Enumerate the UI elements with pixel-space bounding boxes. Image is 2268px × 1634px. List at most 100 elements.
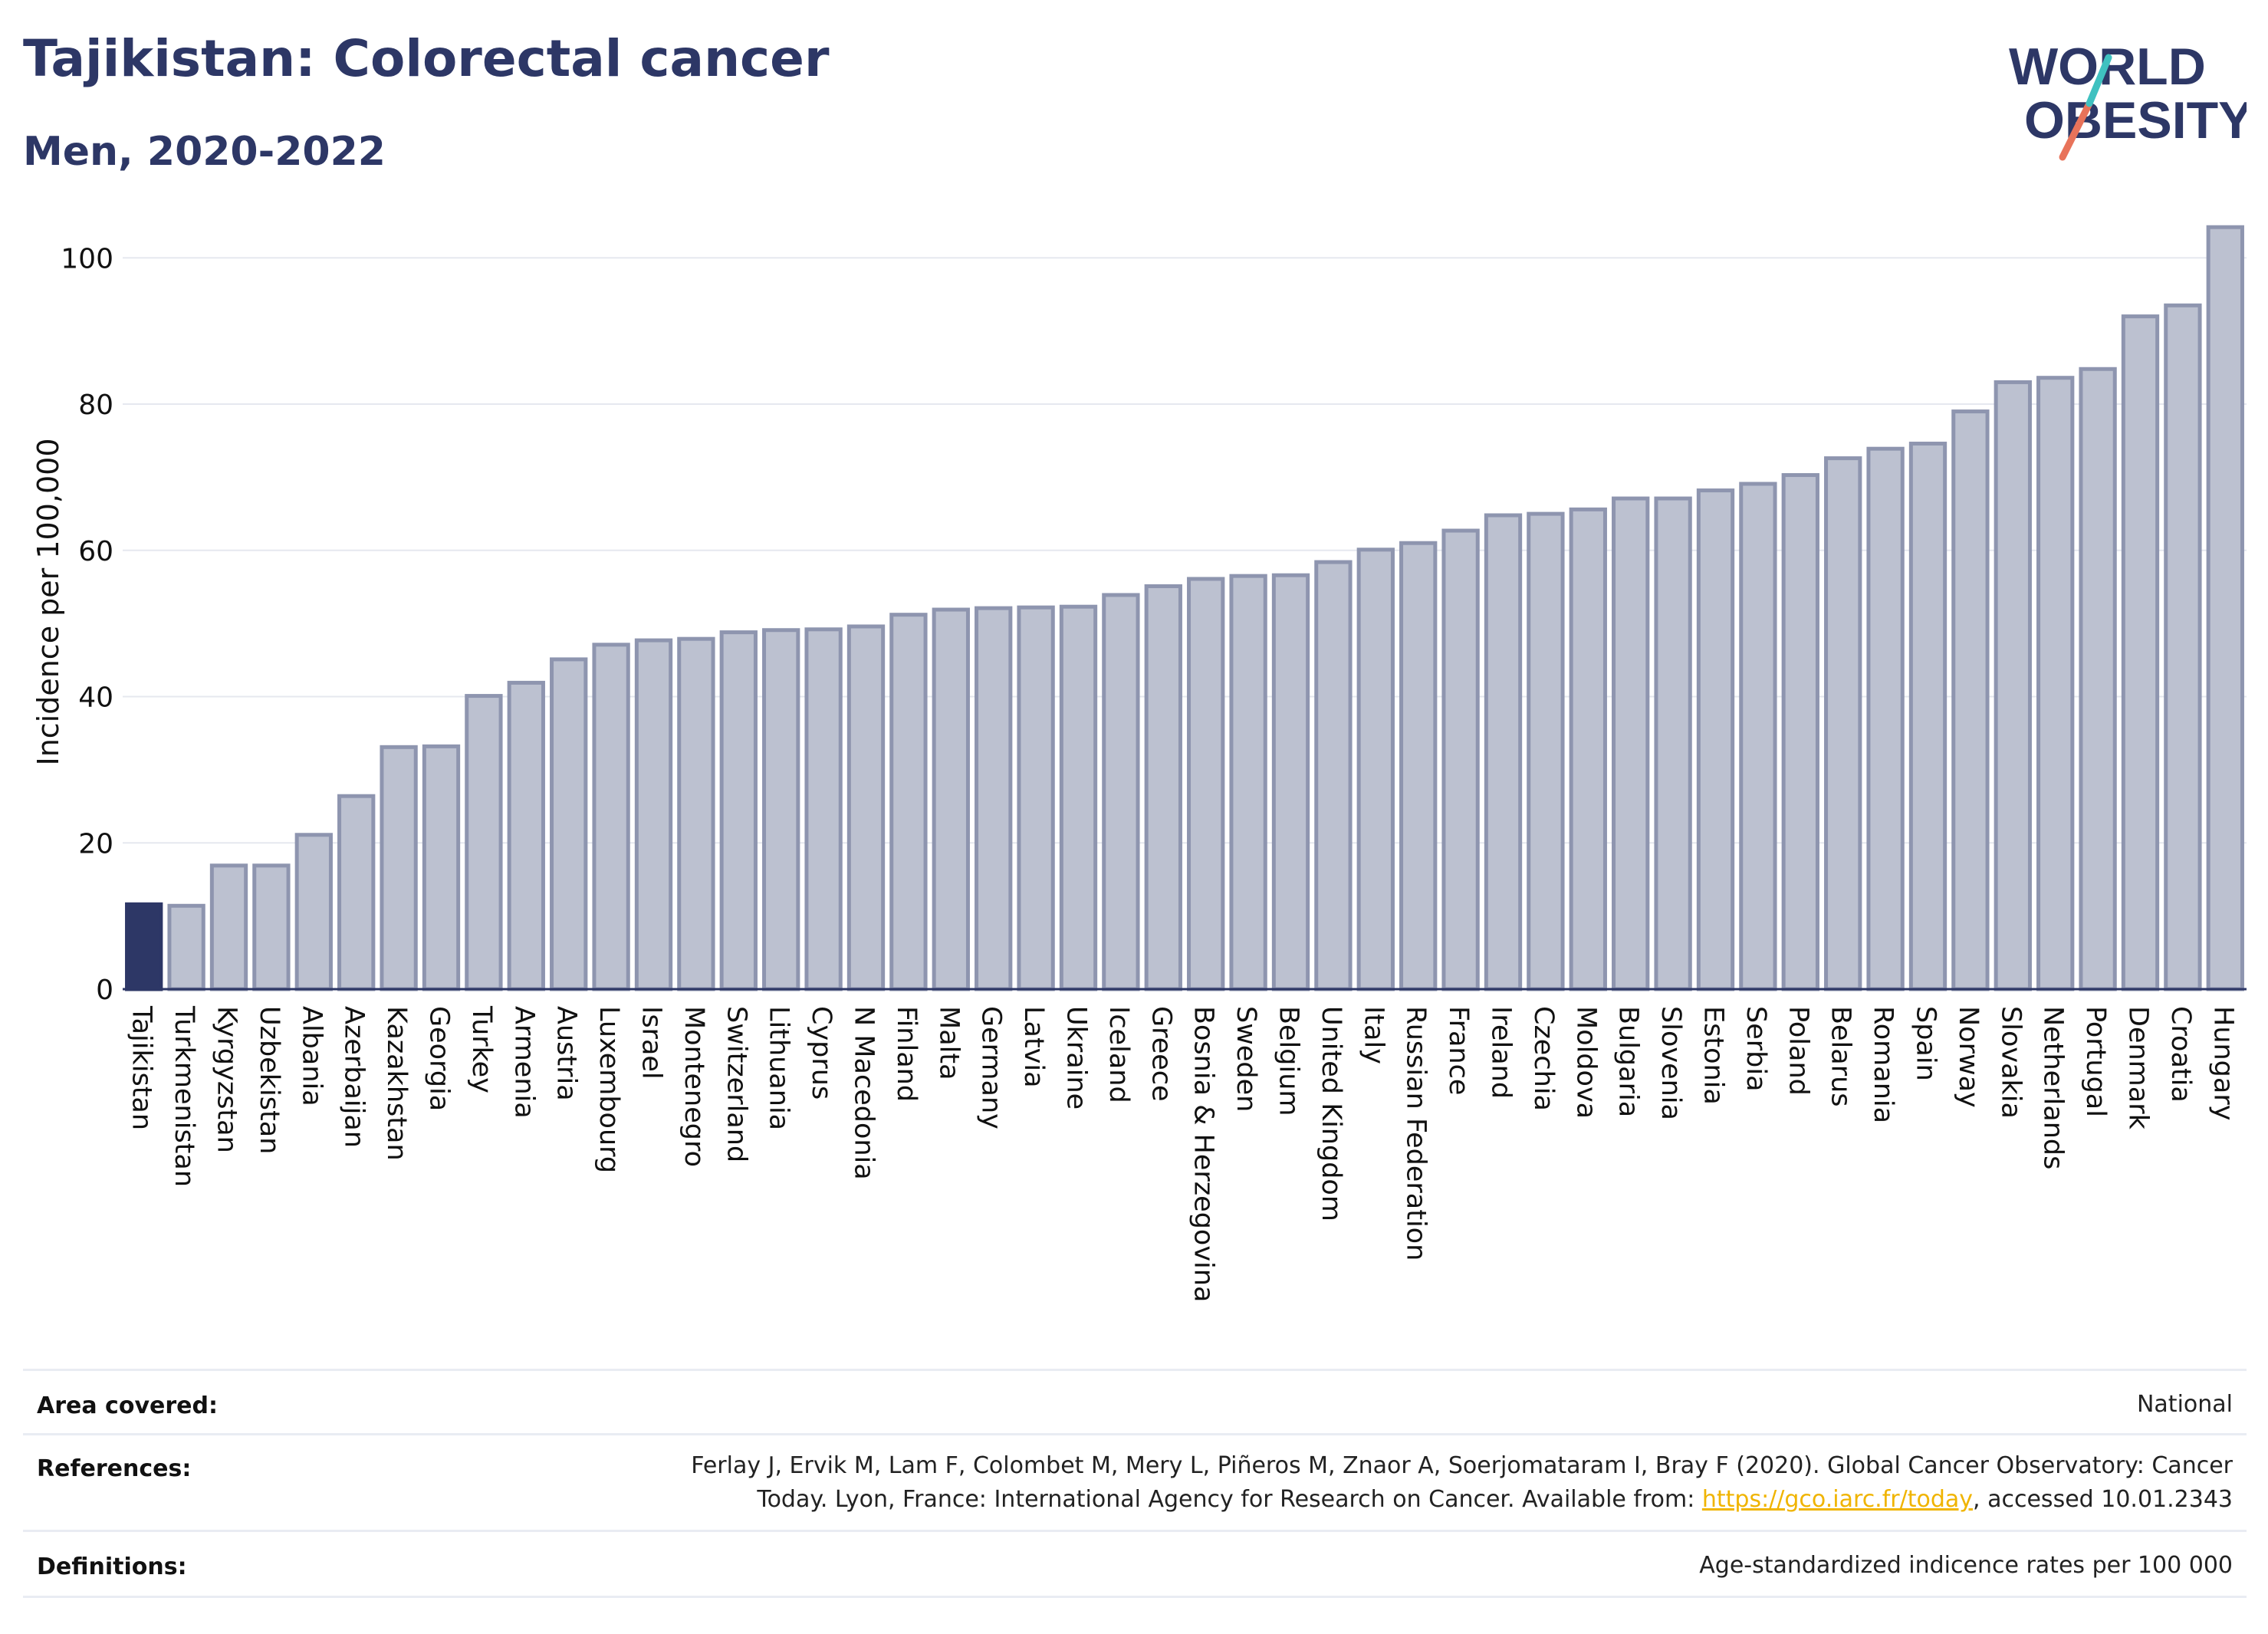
bar-greece [1144,584,1182,991]
x-tick-label: Denmark [2123,1006,2154,1130]
x-tick-label: Italy [1358,1006,1389,1064]
y-tick-label: 80 [78,390,113,421]
logo-slash-teal [2086,54,2112,107]
bar-czechia [1527,511,1565,991]
y-tick-label: 100 [61,243,113,275]
references-line2: Today. Lyon, France: International Agenc… [757,1486,1702,1513]
x-tick-label: Czechia [1528,1006,1559,1111]
x-tick-label: Belarus [1826,1006,1856,1107]
x-tick-label: Spain [1911,1006,1941,1081]
bar-denmark [2121,314,2160,991]
definitions-label: Definitions: [37,1553,187,1580]
chart-title: Tajikistan: Colorectal cancer [23,29,830,88]
references-label: References: [37,1455,192,1482]
bar-turkey [465,694,503,991]
x-tick-label: Serbia [1740,1006,1771,1092]
bar-sweden [1229,574,1267,991]
bar-chart: 0 20 40 60 80 100 Tajikistan Turkmenistan Kyrgy… [31,225,2247,1302]
x-tick-label: Poland [1783,1006,1813,1096]
x-tick-label: Norway [1953,1006,1984,1108]
bar-albania [294,833,333,991]
bar-belarus [1824,456,1862,991]
x-tick-label: Moldova [1570,1006,1601,1119]
info-row-area: Area covered: National [23,1369,2247,1419]
x-tick-label: Turkey [466,1005,497,1093]
x-tick-label: Kyrgyzstan [212,1006,242,1153]
x-tick-label: Lithuania [764,1006,794,1130]
references-value: Ferlay J, Ervik M, Lam F, Colombet M, Me… [691,1449,2233,1517]
x-tick-label: Greece [1146,1006,1176,1102]
x-tick-label: Ukraine [1061,1006,1092,1110]
x-tick-label: Luxembourg [593,1006,624,1173]
x-tick-label: Bulgaria [1613,1006,1644,1117]
x-tick-label: Belgium [1274,1006,1304,1116]
x-tick-label: Cyprus [806,1006,837,1100]
x-tick-label: Georgia [424,1006,455,1111]
x-tick-label: Portugal [2080,1006,2111,1117]
bar-bulgaria [1612,496,1650,991]
logo-slash-orange [2059,100,2093,161]
bar-estonia [1696,488,1735,991]
bar-spain [1908,442,1948,991]
references-line1: Ferlay J, Ervik M, Lam F, Colombet M, Me… [691,1452,2233,1479]
y-axis-ticks: 0 20 40 60 80 100 [61,243,113,1006]
x-tick-label: Uzbekistan [254,1006,284,1154]
references-line2-end: , accessed 10.01.2343 [1973,1486,2233,1513]
bar-germany [975,606,1013,991]
bars [125,225,2244,991]
x-tick-label: N Macedonia [849,1006,879,1180]
bar-ireland [1484,513,1523,991]
bar-hungary [2206,225,2244,991]
info-bottom-line [23,1596,2247,1598]
info-row-definitions: Definitions: Age-standardized indicence … [23,1530,2247,1580]
x-tick-label: Germany [976,1006,1007,1129]
bar-norway [1951,409,1990,991]
bar-slovakia [1994,380,2032,991]
x-axis-ticks: Tajikistan Turkmenistan Kyrgyzstan Uzbekist… [127,1005,2239,1302]
bar-kazakhstan [380,745,418,991]
x-tick-label: Malta [933,1006,964,1080]
x-tick-label: Azerbaijan [339,1006,370,1148]
bar-uzbekistan [252,863,291,991]
bar-bosnia-herzegovina [1187,577,1225,991]
x-tick-label: Turkmenistan [169,1005,199,1187]
x-tick-label: Switzerland [721,1006,751,1162]
x-tick-label: Sweden [1231,1006,1261,1112]
x-tick-label: Armenia [508,1006,539,1119]
bar-azerbaijan [337,794,376,991]
x-tick-label: Romania [1868,1006,1898,1123]
bar-tajikistan [125,902,163,991]
bar-kyrgyzstan [209,863,248,991]
x-tick-label: Estonia [1698,1006,1729,1105]
x-tick-label: Slovenia [1655,1006,1686,1120]
x-tick-label: Bosnia & Herzegovina [1188,1006,1219,1302]
y-tick-label: 20 [78,828,113,860]
bar-ukraine [1059,604,1098,991]
bar-cyprus [804,627,843,991]
world-obesity-logo: WORLD OBESITY [2009,38,2247,161]
x-tick-label: Ireland [1486,1006,1517,1099]
definitions-value: Age-standardized indicence rates per 100… [1699,1552,2233,1579]
bar-armenia [507,680,545,991]
bar-croatia [2164,303,2202,991]
bar-austria [550,657,588,991]
bar-france [1441,528,1480,991]
bar-united-kingdom [1314,560,1353,991]
x-tick-label: Austria [551,1006,582,1101]
x-tick-label: Montenegro [679,1006,709,1167]
y-tick-label: 60 [78,536,113,567]
bar-russian-federation [1399,541,1438,991]
bar-georgia [422,744,461,991]
bar-n-macedonia [846,624,886,991]
y-tick-label: 40 [78,682,113,714]
bar-moldova [1569,507,1607,991]
x-tick-label: Latvia [1018,1006,1049,1088]
bar-slovenia [1654,496,1692,991]
x-tick-label: Russian Federation [1401,1006,1431,1261]
x-tick-label: United Kingdom [1316,1006,1346,1221]
bar-lithuania [762,628,800,991]
references-link[interactable]: https://gco.iarc.fr/today [1701,1486,1974,1513]
x-tick-label: Netherlands [2038,1006,2069,1169]
x-tick-label: Iceland [1103,1006,1134,1103]
bar-belgium [1271,573,1310,991]
